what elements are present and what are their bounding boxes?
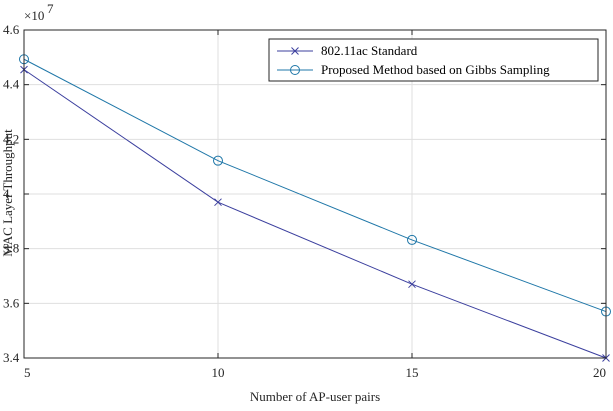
y-tick-label: 3.8 bbox=[3, 241, 19, 256]
legend: 802.11ac Standard Proposed Method based … bbox=[268, 38, 599, 82]
y-exponent-label: ×10 bbox=[24, 8, 44, 23]
legend-label-802-11ac: 802.11ac Standard bbox=[321, 43, 418, 58]
y-tick-label: 4.6 bbox=[3, 22, 20, 37]
y-tick-label: 4.4 bbox=[3, 77, 20, 92]
legend-box bbox=[268, 38, 599, 82]
x-tick-label: 10 bbox=[212, 365, 225, 380]
y-tick-label: 4 bbox=[3, 186, 10, 201]
data-point-x bbox=[214, 198, 222, 207]
x-tick-label: 5 bbox=[24, 365, 31, 380]
y-tick-label: 3.6 bbox=[3, 295, 20, 310]
series-line-0 bbox=[23, 69, 607, 359]
legend-label-proposed: Proposed Method based on Gibbs Sampling bbox=[321, 62, 550, 77]
data-point-circle bbox=[213, 155, 223, 166]
x-axis-title: Number of AP-user pairs bbox=[250, 389, 380, 404]
data-point-circle bbox=[407, 234, 417, 245]
y-tick-label: 3.4 bbox=[3, 350, 20, 365]
x-tick-label: 20 bbox=[593, 365, 606, 380]
data-point-x-stroke bbox=[214, 198, 222, 207]
legend-marker-circle-icon bbox=[290, 65, 300, 75]
data-point-x-stroke bbox=[408, 280, 416, 289]
y-exponent-power: 7 bbox=[47, 1, 54, 16]
series-group bbox=[19, 54, 611, 362]
legend-marker-x-icon bbox=[291, 47, 299, 55]
tick-labels: 5 10 15 20 3.4 3.6 3.8 4 4.2 4.4 4.6 bbox=[3, 22, 606, 380]
y-tick-label: 4.2 bbox=[3, 131, 19, 146]
series-line-1 bbox=[23, 58, 607, 313]
x-tick-label: 15 bbox=[406, 365, 419, 380]
tick-marks bbox=[23, 29, 607, 359]
data-point-x bbox=[408, 280, 416, 289]
y-axis-title: MAC Layer Throughput bbox=[0, 129, 15, 257]
